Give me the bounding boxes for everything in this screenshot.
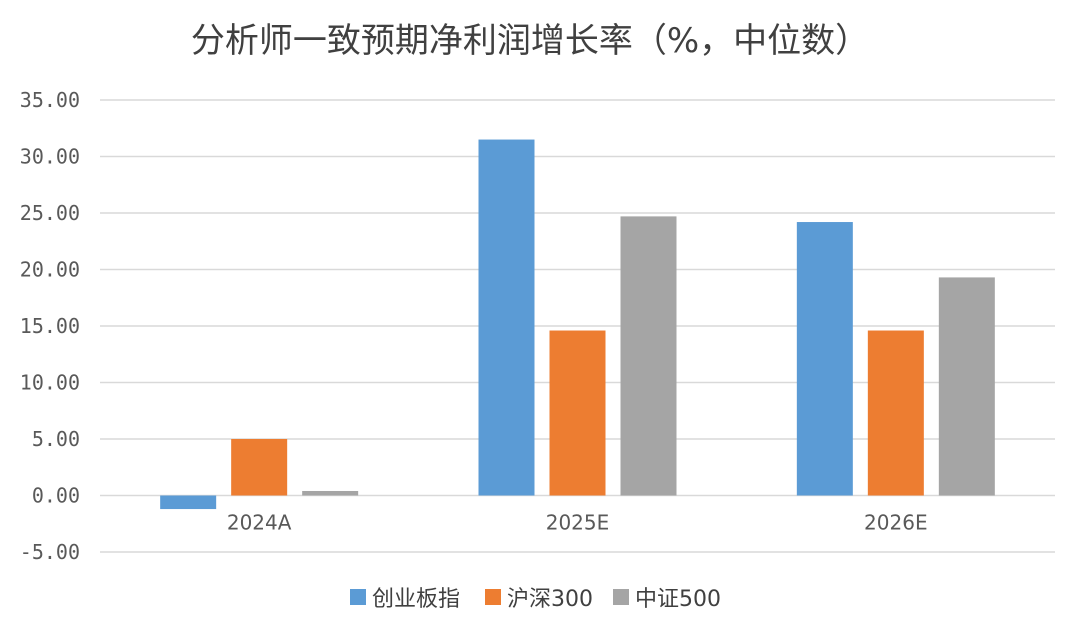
chart-title: 分析师一致预期净利润增长率（%，中位数） <box>191 21 869 61</box>
legend-swatch <box>613 589 629 605</box>
y-tick-label: 15.00 <box>20 314 80 338</box>
legend-label: 中证500 <box>635 587 721 612</box>
bar <box>549 330 606 496</box>
y-tick-label: 0.00 <box>32 484 80 508</box>
bar <box>620 216 677 496</box>
bar <box>231 439 288 496</box>
legend-swatch <box>485 589 501 605</box>
bar <box>478 139 535 496</box>
x-category-label: 2026E <box>864 511 928 535</box>
y-axis-ticks: -5.00 0.00 5.00 10.00 15.00 20.00 25.00 30.00 35… <box>20 88 80 564</box>
bar <box>302 490 359 496</box>
legend: 创业板指 沪深300 中证500 <box>350 587 721 612</box>
x-category-label: 2025E <box>546 511 610 535</box>
y-tick-label: 30.00 <box>20 145 80 169</box>
legend-label: 创业板指 <box>372 587 460 612</box>
y-tick-label: 10.00 <box>20 371 80 395</box>
bar <box>867 330 924 496</box>
x-axis-labels: 2024A 2025E 2026E <box>227 511 928 535</box>
legend-label: 沪深300 <box>507 587 593 612</box>
x-category-label: 2024A <box>227 511 292 535</box>
bar <box>160 495 217 510</box>
y-tick-label: 5.00 <box>32 427 80 451</box>
y-tick-label: -5.00 <box>20 540 80 564</box>
bars <box>160 139 995 510</box>
bar <box>796 222 853 496</box>
legend-swatch <box>350 589 366 605</box>
y-tick-label: 20.00 <box>20 258 80 282</box>
y-tick-label: 35.00 <box>20 88 80 112</box>
y-tick-label: 25.00 <box>20 201 80 225</box>
bar <box>938 277 995 496</box>
